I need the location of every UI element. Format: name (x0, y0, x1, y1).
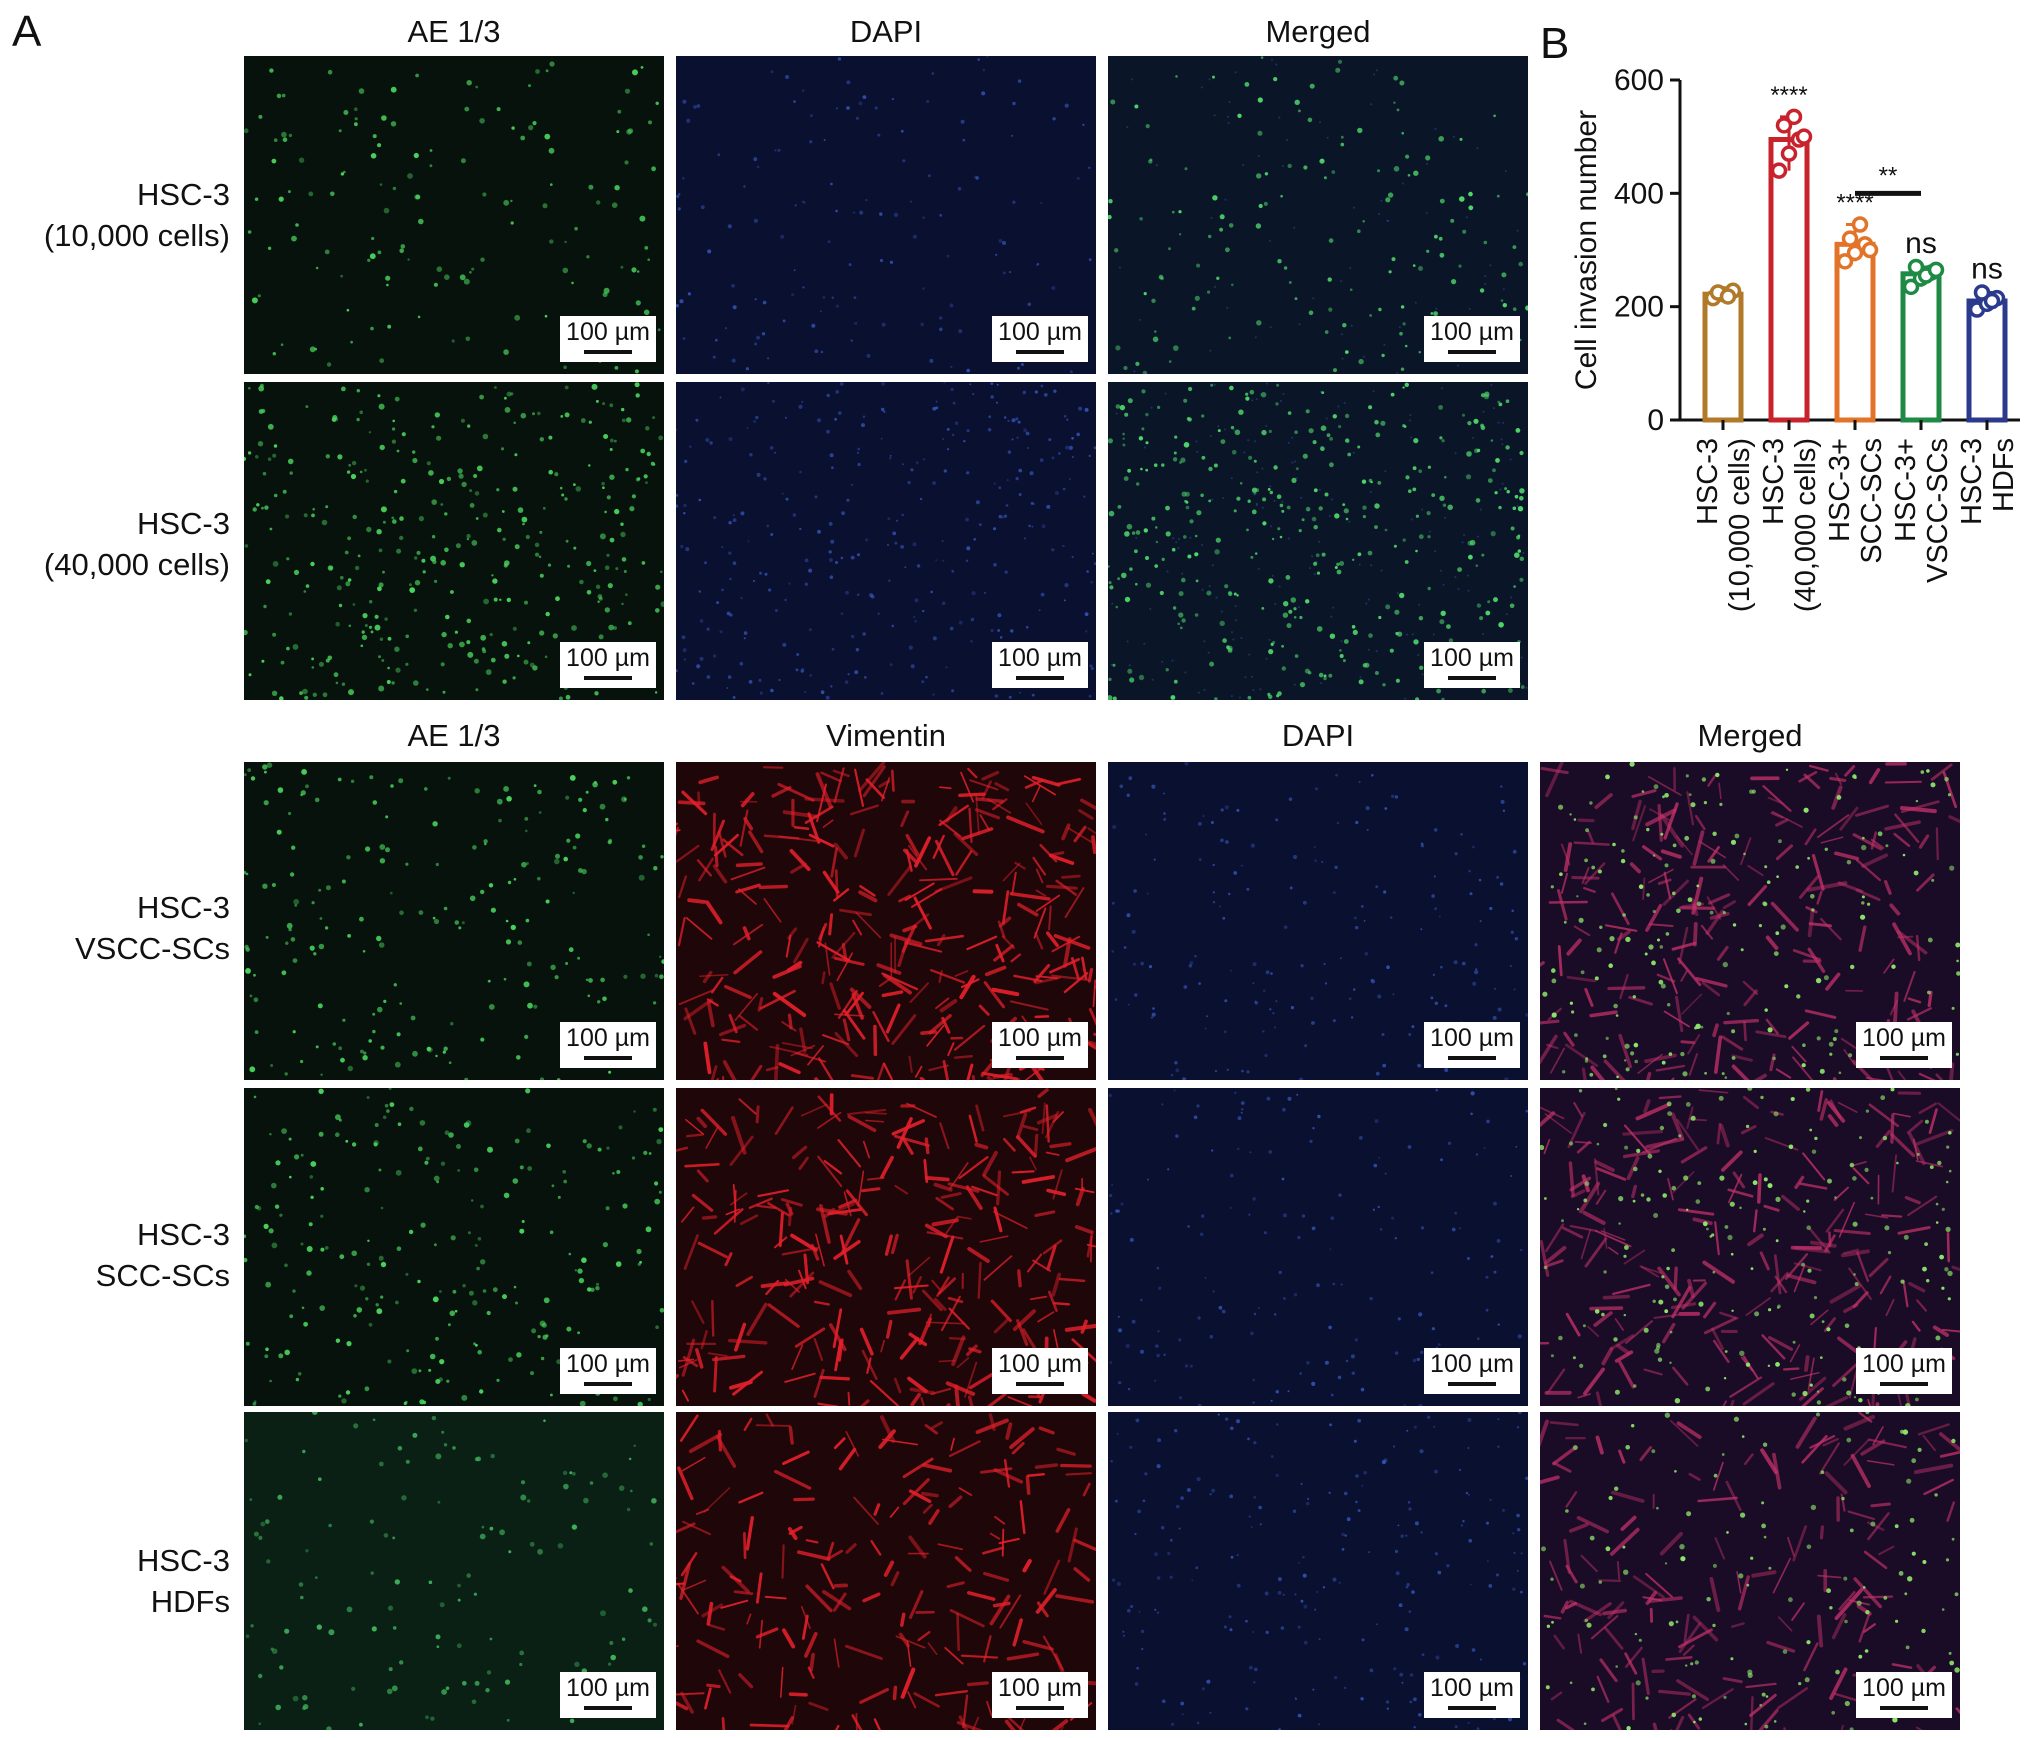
micrograph-merged-hdf: 100 µm (1540, 1412, 1960, 1730)
data-point (1836, 253, 1854, 270)
scale-bar: 100 µm (992, 642, 1088, 688)
data-point (1851, 216, 1869, 233)
data-point (1841, 230, 1859, 247)
bracket-label: ** (1879, 162, 1898, 189)
micrograph-dapi-10000: 100 µm (676, 56, 1096, 374)
bar (1702, 291, 1744, 423)
row-label-hsc3-scc-scs: HSC-3 SCC-SCs (95, 1217, 230, 1293)
micrograph-merged-scc: 100 µm (1540, 1088, 1960, 1406)
micrograph-dapi-scc: 100 µm (1108, 1088, 1528, 1406)
bar (1900, 271, 1942, 423)
data-point (1907, 258, 1925, 276)
col-title-merged-bottom: Merged (1697, 718, 1803, 753)
bar (1966, 298, 2008, 423)
data-point (1983, 292, 2001, 310)
data-point (1770, 162, 1788, 179)
scale-bar: 100 µm (1424, 642, 1520, 688)
scale-bar: 100 µm (1424, 1672, 1520, 1718)
data-point (1973, 284, 1991, 301)
data-point (1785, 108, 1803, 126)
scale-bar: 100 µm (992, 1672, 1088, 1718)
col-title-dapi-top: DAPI (849, 14, 923, 49)
scale-bar: 100 µm (1856, 1348, 1952, 1394)
micrograph-merged-vscc: 100 µm (1540, 762, 1960, 1080)
micrograph-texture (676, 56, 1096, 374)
data-point (1780, 145, 1798, 162)
x-category-label: HSC-3+VSCC-SCs (1890, 438, 1954, 583)
scale-bar: 100 µm (1856, 1022, 1952, 1068)
x-category-label: HSC-3(10,000 cells) (1692, 438, 1756, 612)
col-title-ae13-top: AE 1/3 (407, 14, 501, 49)
micrograph-texture (1108, 1412, 1528, 1730)
col-title-ae13-bottom: AE 1/3 (407, 718, 501, 753)
scale-bar: 100 µm (1424, 1022, 1520, 1068)
scale-bar: 100 µm (992, 1348, 1088, 1394)
micrograph-ae13-40000: 100 µm (244, 382, 664, 700)
micrograph-texture (1540, 762, 1960, 1080)
scale-bar: 100 µm (1424, 1348, 1520, 1394)
y-tick-label: 0 (1647, 404, 1664, 437)
invasion-bar-chart: 0 200 400 600 Cell invasion number HSC-3(10,0… (1570, 64, 2020, 612)
y-tick-label: 600 (1614, 64, 1664, 97)
micrograph-dapi-vscc: 100 µm (1108, 762, 1528, 1080)
y-axis-label: Cell invasion number (1570, 110, 1603, 390)
micrograph-merged-10000: 100 µm (1108, 56, 1528, 374)
micrograph-ae13-10000: 100 µm (244, 56, 664, 374)
data-point (1861, 241, 1879, 259)
scale-bar: 100 µm (560, 642, 656, 688)
scale-bar: 100 µm (992, 1022, 1088, 1068)
significance-label: ns (1971, 253, 2003, 286)
data-point (1902, 278, 1920, 296)
row-label-hsc3-10000: HSC-3 (10,000 cells) (43, 177, 230, 253)
scale-bar: 100 µm (1424, 316, 1520, 362)
panel-b-letter: B (1540, 19, 1570, 68)
scale-bar: 100 µm (1856, 1672, 1952, 1718)
panel-a-letter: A (12, 7, 42, 56)
bar (1834, 241, 1876, 423)
data-point (1775, 117, 1793, 134)
micrograph-dapi-hdf: 100 µm (1108, 1412, 1528, 1730)
col-title-vimentin: Vimentin (825, 718, 947, 753)
y-tick-label: 400 (1614, 177, 1664, 210)
data-point (1795, 128, 1813, 145)
col-title-dapi-bottom: DAPI (1281, 718, 1355, 753)
micrograph-merged-40000: 100 µm (1108, 382, 1528, 700)
row-label-hsc3-40000: HSC-3 (40,000 cells) (43, 506, 230, 582)
data-point (1719, 288, 1737, 305)
x-category-label: HSC-3+SCC-SCs (1824, 438, 1888, 564)
row-label-hsc3-hdfs: HSC-3 HDFs (136, 1543, 230, 1619)
col-title-merged-top: Merged (1265, 14, 1371, 49)
data-point (1927, 261, 1945, 279)
micrograph-ae13-scc: 100 µm (244, 1088, 664, 1406)
significance-label: **** (1770, 82, 1807, 109)
micrograph-vimentin-scc: 100 µm (676, 1088, 1096, 1406)
row-label-hsc3-vscc-scs: HSC-3 VSCC-SCs (74, 890, 230, 966)
scale-bar: 100 µm (560, 1022, 656, 1068)
data-point (1846, 244, 1864, 262)
scale-bar: 100 µm (560, 1672, 656, 1718)
x-category-label: HSC-3HDFs (1956, 438, 2020, 525)
scale-bar: 100 µm (560, 1348, 656, 1394)
bar (1768, 137, 1810, 423)
micrograph-vimentin-hdf: 100 µm (676, 1412, 1096, 1730)
x-category-label: HSC-3(40,000 cells) (1758, 438, 1822, 612)
y-tick-label: 200 (1614, 291, 1664, 324)
scale-bar: 100 µm (560, 316, 656, 362)
micrograph-dapi-40000: 100 µm (676, 382, 1096, 700)
scale-bar: 100 µm (992, 316, 1088, 362)
micrograph-vimentin-vscc: 100 µm (676, 762, 1096, 1080)
micrograph-ae13-hdf: 100 µm (244, 1412, 664, 1730)
micrograph-ae13-vscc: 100 µm (244, 762, 664, 1080)
significance-label: ns (1905, 227, 1937, 260)
